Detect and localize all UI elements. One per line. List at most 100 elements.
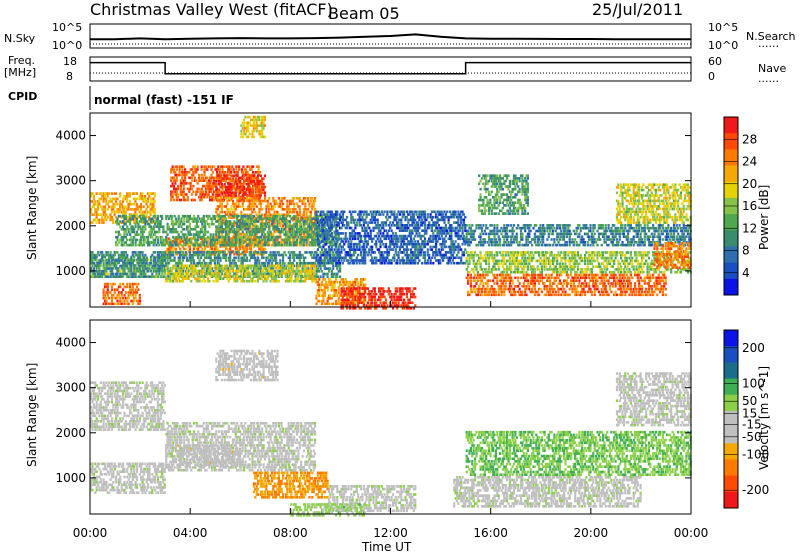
data-cell [288, 256, 292, 260]
data-cell [305, 230, 308, 234]
data-cell [263, 222, 267, 226]
data-cell [295, 233, 299, 236]
data-cell [332, 280, 335, 284]
data-cell [308, 277, 311, 280]
data-cell [142, 200, 145, 203]
data-cell [206, 279, 210, 283]
data-cell [301, 230, 304, 234]
data-cell [165, 279, 168, 283]
data-cell [270, 243, 274, 247]
data-cell [216, 241, 219, 244]
data-cell [90, 210, 93, 214]
data-cell [261, 251, 264, 254]
data-cell [206, 187, 209, 191]
data-cell [256, 230, 260, 234]
data-cell [369, 298, 372, 302]
data-cell [183, 264, 186, 268]
data-cell [172, 171, 176, 174]
data-cell [195, 222, 198, 226]
data-cell [277, 267, 280, 270]
data-cell [166, 250, 169, 253]
data-cell [259, 270, 262, 273]
data-cell [120, 255, 123, 259]
data-cell [159, 261, 162, 265]
data-cell [350, 287, 353, 290]
data-cell [183, 253, 186, 257]
data-cell [180, 250, 183, 253]
data-cell [248, 202, 251, 206]
data-cell [216, 235, 219, 239]
data-cell [98, 197, 101, 201]
data-cell [221, 165, 224, 168]
data-cell [282, 224, 285, 228]
data-cell [215, 171, 219, 174]
data-cell [297, 256, 300, 260]
data-cell [250, 182, 253, 185]
data-cell [110, 200, 113, 203]
data-cell [305, 232, 308, 236]
data-cell [229, 261, 232, 265]
data-cell [191, 217, 194, 221]
data-cell [204, 225, 207, 228]
data-cell [154, 238, 157, 242]
data-cell [214, 176, 217, 180]
data-cell [191, 267, 194, 270]
data-cell [179, 247, 182, 251]
data-cell [212, 217, 215, 221]
data-cell [290, 274, 293, 278]
data-cell [142, 220, 146, 223]
data-cell [210, 187, 213, 191]
data-cell [98, 272, 101, 276]
data-cell [327, 280, 331, 284]
data-cell [155, 264, 158, 267]
data-cell [326, 297, 329, 300]
data-cell [167, 253, 171, 257]
data-cell [277, 221, 280, 225]
data-cell [275, 217, 278, 221]
data-cell [343, 280, 346, 284]
data-cell [272, 272, 275, 275]
data-cell [117, 291, 120, 294]
data-cell [276, 213, 279, 217]
data-cell [91, 261, 94, 265]
data-cell [354, 307, 357, 310]
data-cell [233, 252, 236, 256]
data-cell [304, 228, 307, 231]
data-cell [134, 272, 137, 276]
data-cell [99, 272, 102, 276]
data-cell [308, 222, 311, 226]
data-cell [145, 202, 148, 206]
data-cell [283, 241, 286, 244]
data-cell [97, 272, 100, 276]
data-cell [275, 238, 278, 241]
data-cell [147, 241, 150, 244]
data-cell [224, 217, 228, 221]
data-cell [97, 267, 100, 270]
data-cell [269, 219, 272, 222]
data-cell [174, 179, 177, 182]
data-cell [123, 294, 126, 297]
data-cell [302, 241, 306, 244]
data-cell [262, 224, 265, 228]
data-cell [237, 275, 240, 278]
data-cell [263, 274, 267, 278]
data-cell [153, 208, 156, 211]
data-cell [359, 297, 363, 300]
data-cell [251, 210, 254, 214]
data-cell [268, 225, 271, 228]
data-cell [113, 205, 116, 209]
data-cell [215, 233, 218, 236]
data-cell [199, 237, 203, 240]
data-cell [315, 280, 318, 284]
data-cell [178, 165, 181, 168]
data-cell [300, 232, 303, 236]
data-cell [103, 272, 107, 276]
data-cell [182, 179, 185, 182]
data-cell [158, 270, 161, 273]
data-cell [307, 269, 310, 273]
data-cell [358, 292, 361, 296]
data-cell [120, 241, 123, 244]
data-cell [236, 264, 239, 268]
data-cell [131, 225, 134, 228]
data-cell [358, 287, 361, 290]
